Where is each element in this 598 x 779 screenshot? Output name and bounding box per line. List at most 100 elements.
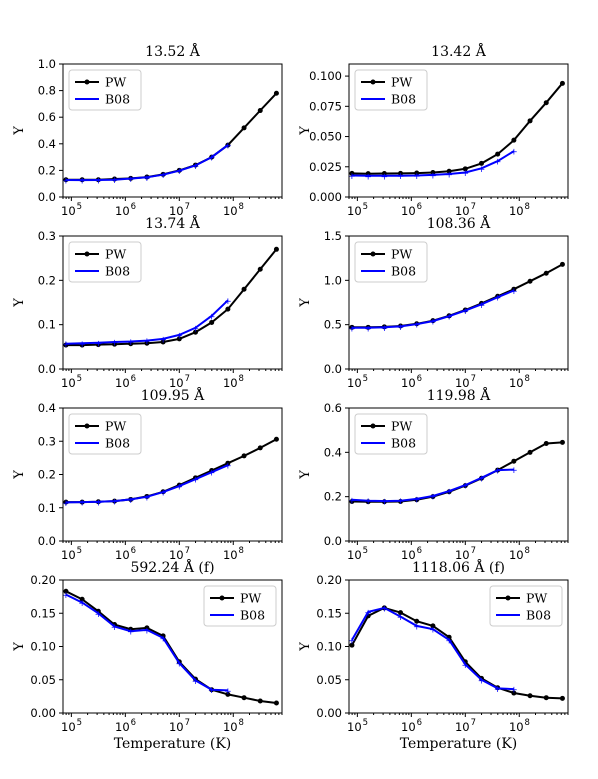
legend-marker — [370, 423, 376, 429]
data-point-pw — [511, 458, 517, 464]
legend-label: PW — [391, 419, 412, 434]
y-tick-label: 0.0 — [324, 362, 342, 376]
chart-title: 109.95 Å — [141, 386, 205, 404]
data-point-b08: + — [159, 634, 167, 644]
y-axis-label: Y — [298, 642, 313, 652]
x-tick-exponent: 7 — [185, 202, 190, 212]
data-point-b08: + — [397, 323, 405, 333]
y-tick-label: 0.025 — [309, 160, 342, 174]
x-tick-exponent: 8 — [525, 546, 530, 556]
y-tick-label: 0.3 — [38, 434, 56, 448]
x-tick-exponent: 8 — [239, 718, 244, 728]
x-tick-exponent: 8 — [239, 202, 244, 212]
data-point-b08: + — [462, 661, 470, 671]
x-tick-label: 10 — [169, 720, 184, 734]
data-point-pw — [511, 690, 517, 696]
legend-marker — [370, 251, 376, 257]
data-point-b08: + — [445, 488, 453, 498]
data-point-b08: + — [478, 676, 486, 686]
data-point-pw — [257, 698, 263, 704]
chart-title: 13.74 Å — [145, 214, 201, 232]
legend-marker — [219, 595, 225, 601]
data-point-pw — [257, 108, 263, 114]
data-point-pw — [241, 453, 247, 459]
data-point-b08: + — [78, 177, 86, 187]
data-point-b08: + — [208, 469, 216, 479]
legend-label: PW — [391, 247, 412, 262]
x-tick-exponent: 6 — [131, 718, 136, 728]
x-tick-exponent: 7 — [185, 546, 190, 556]
series-line-b08 — [351, 606, 514, 691]
y-axis-label: Y — [12, 642, 27, 652]
x-tick-exponent: 7 — [471, 718, 476, 728]
data-point-b08: + — [413, 622, 421, 632]
data-point-b08: + — [111, 176, 119, 186]
y-tick-label: 0.5 — [324, 318, 342, 332]
data-point-pw — [511, 137, 517, 143]
y-tick-label: 0.8 — [38, 84, 56, 98]
x-tick-label: 10 — [223, 204, 238, 218]
x-tick-label: 10 — [347, 720, 362, 734]
data-point-b08: + — [445, 171, 453, 181]
data-point-pw — [478, 160, 484, 166]
series-line-b08 — [65, 299, 229, 345]
series-line-b08 — [351, 468, 514, 503]
data-point-b08: + — [127, 628, 135, 638]
data-point-b08: + — [62, 591, 70, 601]
data-point-b08: + — [494, 467, 502, 477]
legend-label: PW — [526, 591, 547, 606]
data-point-b08: + — [445, 636, 453, 646]
x-tick-label: 10 — [115, 376, 130, 390]
plot-frame — [62, 407, 283, 542]
legend-label: B08 — [240, 608, 265, 623]
data-point-b08: + — [95, 610, 103, 620]
data-point-pw — [430, 623, 436, 629]
data-point-b08: + — [111, 338, 119, 348]
y-tick-label: 0.6 — [38, 110, 56, 124]
data-point-pw — [398, 610, 404, 616]
y-tick-label: 0.1 — [38, 318, 56, 332]
data-point-b08: + — [224, 462, 232, 472]
data-point-pw — [543, 100, 549, 106]
plot-frame — [348, 579, 569, 714]
data-point-b08: + — [224, 297, 232, 307]
y-tick-label: 1.5 — [324, 229, 342, 243]
x-tick-label: 10 — [115, 204, 130, 218]
x-tick-exponent: 8 — [239, 546, 244, 556]
data-point-pw — [225, 460, 231, 466]
data-point-pw — [273, 90, 279, 96]
data-point-pw — [414, 170, 420, 176]
data-point-pw — [257, 445, 263, 451]
x-tick-exponent: 5 — [363, 202, 368, 212]
data-point-pw — [273, 436, 279, 442]
chart-title: 592.24 Å (f) — [130, 558, 214, 576]
data-point-b08: + — [143, 626, 151, 636]
data-point-b08: + — [478, 301, 486, 311]
data-point-pw — [543, 270, 549, 276]
plot-frame — [348, 407, 569, 542]
y-tick-label: 0.000 — [309, 190, 342, 204]
legend-label: PW — [105, 247, 126, 262]
data-point-pw — [527, 449, 533, 455]
data-point-pw — [559, 439, 565, 445]
x-tick-label: 10 — [61, 204, 76, 218]
x-tick-label: 10 — [115, 548, 130, 562]
data-point-b08: + — [348, 172, 356, 182]
x-tick-label: 10 — [61, 376, 76, 390]
data-point-b08: + — [510, 148, 518, 158]
chart-title: 1118.06 Å (f) — [412, 558, 505, 576]
data-point-b08: + — [348, 636, 356, 646]
y-tick-label: 0.10 — [30, 640, 56, 654]
data-point-pw — [79, 596, 85, 602]
data-point-b08: + — [208, 154, 216, 164]
data-point-b08: + — [78, 499, 86, 509]
y-axis-label: Y — [12, 470, 27, 480]
x-tick-exponent: 7 — [471, 202, 476, 212]
x-tick-label: 10 — [347, 376, 362, 390]
y-tick-label: 1.0 — [38, 57, 56, 71]
data-point-pw — [414, 618, 420, 624]
series-line-b08 — [351, 150, 515, 177]
